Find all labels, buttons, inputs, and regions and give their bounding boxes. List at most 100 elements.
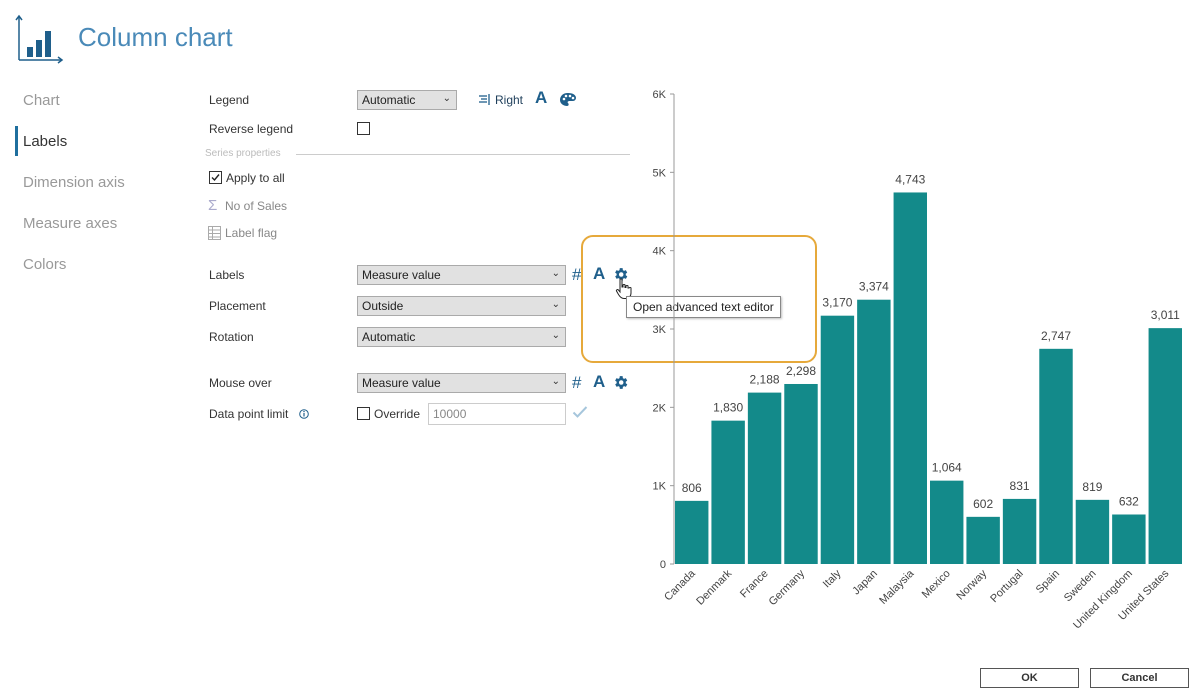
bar	[747, 392, 782, 564]
data-label: 2,188	[750, 373, 780, 387]
bar	[820, 315, 855, 564]
page-title: Column chart	[78, 22, 233, 52]
y-tick-label: 1K	[653, 481, 667, 493]
series-properties-heading: Series properties	[205, 148, 281, 159]
placement-select[interactable]: Outside ⌄	[357, 296, 566, 316]
bar	[1039, 348, 1073, 564]
data-label: 831	[1010, 479, 1030, 493]
highlight-callout	[581, 235, 817, 363]
data-label: 3,011	[1151, 308, 1180, 322]
labels-label: Labels	[209, 268, 245, 282]
mouse-over-select-value: Measure value	[362, 376, 441, 390]
data-label: 2,747	[1041, 329, 1071, 343]
info-icon[interactable]	[299, 409, 309, 419]
reverse-legend-checkbox[interactable]	[357, 122, 370, 135]
chevron-down-icon: ⌄	[551, 268, 560, 279]
legend-position-label[interactable]: Right	[495, 93, 524, 107]
x-tick-label: Portugal	[988, 568, 1025, 605]
gear-icon[interactable]	[612, 266, 629, 283]
cancel-button[interactable]: Cancel	[1090, 668, 1189, 688]
palette-icon[interactable]	[559, 92, 577, 107]
data-label: 602	[973, 497, 993, 511]
y-tick-label: 0	[660, 559, 666, 571]
bar	[1002, 498, 1037, 564]
nav-item-measure-axes[interactable]: Measure axes	[23, 215, 118, 232]
gear-icon[interactable]	[612, 374, 629, 391]
label-flag-label[interactable]: Label flag	[225, 226, 278, 240]
x-tick-label: Norway	[954, 567, 989, 602]
bar	[1112, 514, 1146, 564]
bar	[1075, 499, 1110, 564]
bar	[857, 299, 891, 564]
nav-item-colors[interactable]: Colors	[23, 256, 67, 273]
x-tick-label: Japan	[850, 568, 880, 598]
sigma-icon: Σ	[208, 197, 218, 214]
chevron-down-icon: ⌄	[551, 330, 560, 341]
legend-position-icon[interactable]	[478, 94, 490, 106]
nav-item-labels[interactable]: Labels	[23, 133, 68, 150]
bar	[711, 420, 745, 564]
nav-item-chart[interactable]: Chart	[23, 92, 60, 109]
override-label: Override	[374, 407, 421, 421]
y-tick-label: 6K	[653, 89, 667, 101]
rotation-select[interactable]: Automatic ⌄	[357, 327, 566, 347]
bar	[966, 516, 1000, 564]
bar	[675, 500, 709, 564]
y-tick-label: 5K	[653, 167, 667, 179]
confirm-check-icon[interactable]	[572, 405, 588, 419]
data-label: 1,064	[932, 461, 962, 475]
data-label: 819	[1082, 480, 1102, 494]
y-tick-label: 4K	[653, 246, 667, 258]
rotation-select-value: Automatic	[362, 330, 416, 344]
mouse-over-select[interactable]: Measure value ⌄	[357, 373, 566, 393]
column-chart-icon	[15, 14, 64, 64]
x-tick-label: Italy	[821, 567, 844, 590]
data-point-limit-label: Data point limit	[209, 407, 289, 421]
x-tick-label: Germany	[767, 567, 808, 608]
labels-select-value: Measure value	[362, 268, 441, 282]
x-tick-label: Denmark	[694, 567, 734, 607]
x-tick-label: Malaysia	[877, 567, 917, 607]
bar	[893, 192, 927, 564]
checkmark-icon	[211, 174, 220, 182]
mouse-over-label: Mouse over	[209, 376, 272, 390]
hand-cursor-icon	[615, 278, 632, 299]
apply-to-all-checkbox[interactable]	[209, 171, 222, 184]
mouse-over-font-icon[interactable]: A	[593, 372, 606, 391]
x-tick-label: Mexico	[920, 568, 953, 601]
legend-select-value: Automatic	[362, 93, 416, 107]
chevron-down-icon: ⌄	[551, 376, 560, 387]
number-format-icon[interactable]: #	[572, 265, 582, 284]
placement-select-value: Outside	[362, 299, 404, 313]
chevron-down-icon: ⌄	[551, 299, 560, 310]
data-label: 3,374	[859, 280, 889, 294]
chevron-down-icon: ⌄	[442, 93, 451, 104]
bar	[930, 480, 964, 564]
y-tick-label: 2K	[653, 402, 667, 414]
legend-select[interactable]: Automatic ⌄	[357, 90, 457, 110]
labels-select[interactable]: Measure value ⌄	[357, 265, 566, 285]
x-tick-label: Canada	[662, 567, 698, 603]
override-checkbox[interactable]	[357, 407, 370, 420]
divider	[296, 154, 630, 155]
x-tick-label: Sweden	[1062, 568, 1099, 605]
x-tick-label: France	[738, 568, 771, 601]
placement-label: Placement	[209, 299, 266, 313]
data-label: 806	[682, 481, 702, 495]
legend-font-icon[interactable]: A	[535, 88, 548, 107]
labels-font-icon[interactable]: A	[593, 264, 606, 283]
measure-name-label[interactable]: No of Sales	[225, 199, 288, 213]
number-format-icon[interactable]: #	[572, 373, 582, 392]
data-label: 3,170	[822, 296, 852, 310]
data-label: 632	[1119, 494, 1139, 508]
ok-button[interactable]: OK	[980, 668, 1079, 688]
nav-item-dimension-axis[interactable]: Dimension axis	[23, 174, 125, 191]
y-tick-label: 3K	[653, 324, 667, 336]
data-label: 1,830	[713, 401, 743, 415]
legend-label: Legend	[209, 93, 250, 107]
apply-to-all-label: Apply to all	[226, 171, 285, 185]
tooltip: Open advanced text editor	[626, 296, 781, 318]
reverse-legend-label: Reverse legend	[209, 122, 294, 136]
column-chart: 0 1K 2K 3K 4K 5K 6K 806 Canada 1,830 Denmark 2,188 F…	[653, 89, 1182, 631]
override-input[interactable]	[428, 403, 566, 425]
